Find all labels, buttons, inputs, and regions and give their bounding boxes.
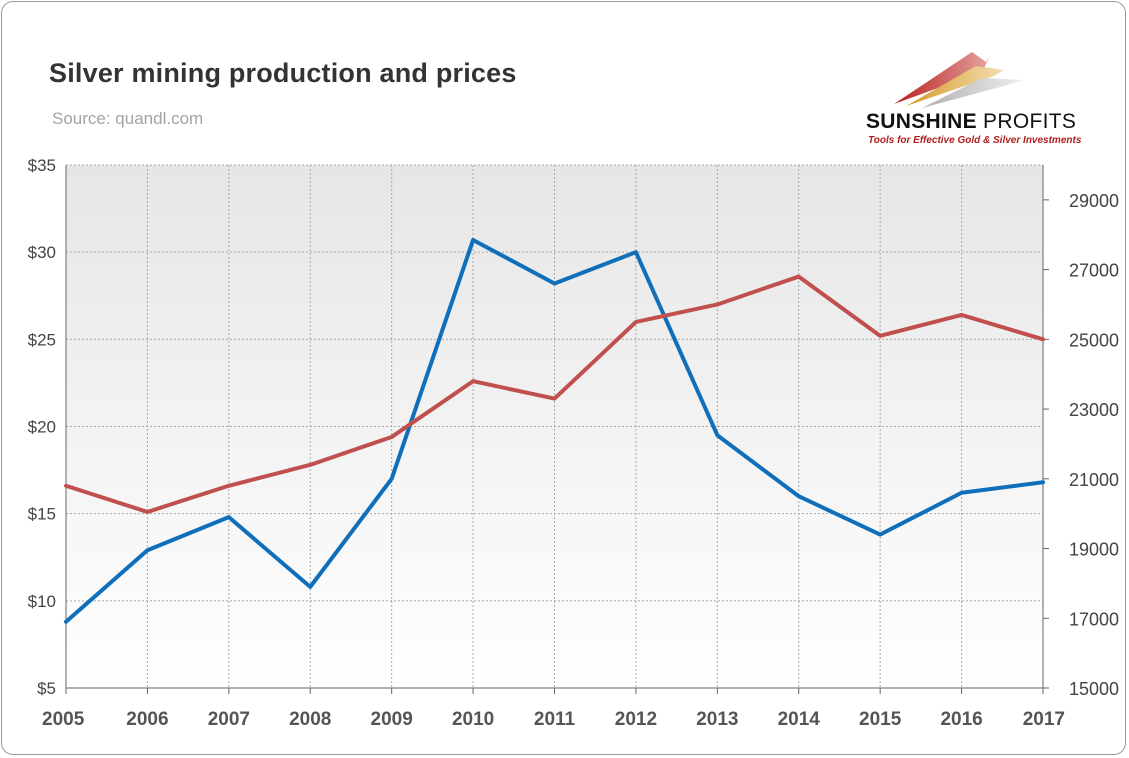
y-right-tick-label: 29000 <box>1069 191 1119 211</box>
x-tick-label: 2010 <box>452 709 494 730</box>
y-left-tick-label: $5 <box>37 679 56 698</box>
series <box>64 237 1045 624</box>
y-right-tick-label: 19000 <box>1069 540 1119 560</box>
x-tick-label: 2008 <box>289 709 331 730</box>
y-left-tick-label: $35 <box>28 156 56 175</box>
y-right-tick-label: 25000 <box>1069 330 1119 350</box>
y-left-tick-label: $30 <box>28 243 56 262</box>
y-left-tick-label: $25 <box>28 330 56 349</box>
x-tick-label: 2011 <box>534 709 576 730</box>
y-left-tick-label: $10 <box>28 592 56 611</box>
logo-tagline: Tools for Effective Gold & Silver Invest… <box>868 135 1082 146</box>
y-left-tick-label: $15 <box>28 505 56 524</box>
y-right-tick-label: 21000 <box>1069 470 1119 490</box>
x-tick-label: 2016 <box>940 709 982 730</box>
y-right-tick-label: 27000 <box>1069 261 1119 281</box>
y-right-tick-label: 17000 <box>1069 609 1119 629</box>
x-tick-label: 2015 <box>859 709 902 730</box>
y-right-tick-label: 23000 <box>1069 400 1119 420</box>
axes <box>65 165 1049 694</box>
logo-brand-text: SUNSHINE PROFITS <box>866 110 1076 134</box>
grid <box>65 164 1044 689</box>
tick-labels: $5 $10 $15 $20 $25 $30 $35 2005 2006 2007 2008 2009… <box>28 156 1119 730</box>
chart-title: Silver mining production and prices <box>49 58 517 88</box>
x-tick-label: 2007 <box>208 709 250 730</box>
y-left-tick-label: $20 <box>28 418 56 437</box>
production-series-line <box>64 274 1045 514</box>
sunshine-profits-logo-icon <box>894 52 1024 108</box>
x-tick-label: 2017 <box>1023 709 1065 730</box>
y-right-tick-label: 15000 <box>1069 679 1119 699</box>
logo-brand-bold: SUNSHINE <box>866 110 977 133</box>
logo-brand-light: PROFITS <box>976 110 1077 133</box>
x-tick-label: 2012 <box>615 709 657 730</box>
price-series-line <box>64 237 1045 624</box>
x-tick-label: 2009 <box>371 709 413 730</box>
x-tick-label: 2006 <box>126 709 168 730</box>
x-tick-label: 2014 <box>778 709 821 730</box>
x-tick-label: 2005 <box>42 709 85 730</box>
x-tick-label: 2013 <box>696 709 738 730</box>
chart-source: Source: quandl.com <box>52 109 204 128</box>
